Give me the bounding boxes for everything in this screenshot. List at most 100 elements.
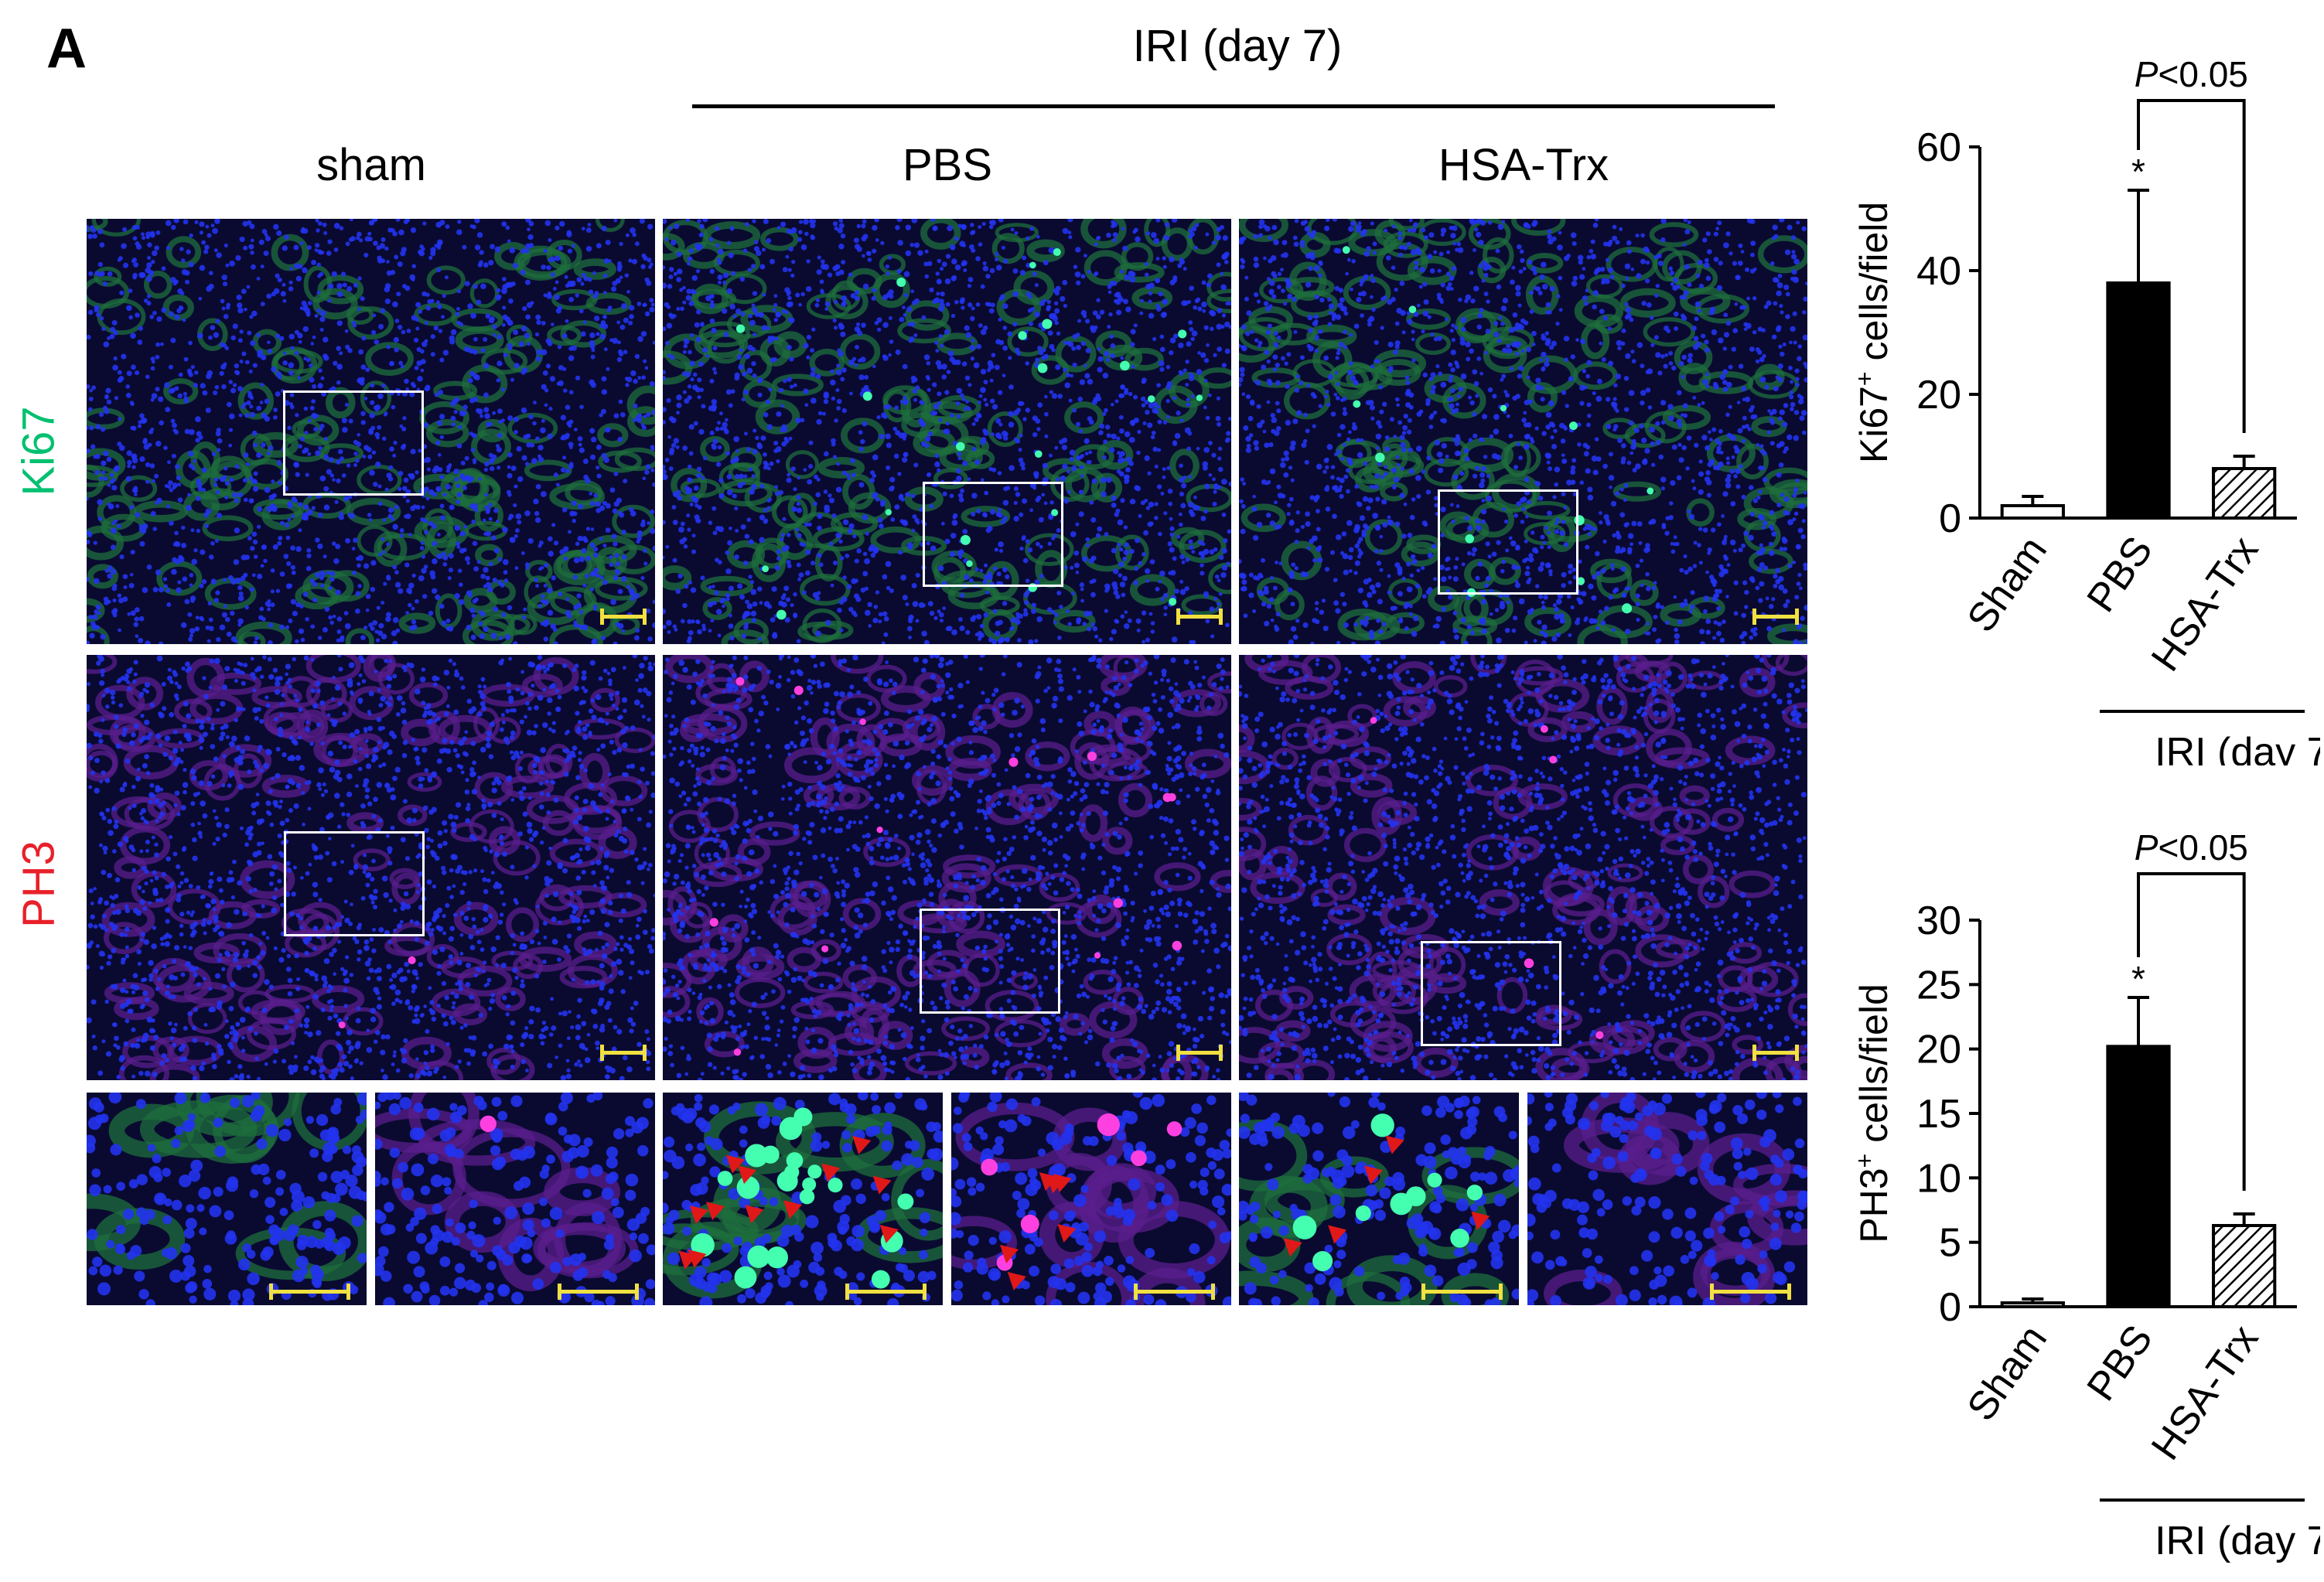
inset-box	[284, 831, 425, 936]
group-title: IRI (day 7)	[1132, 21, 1343, 71]
arrowhead-icon	[745, 1205, 764, 1224]
y-tick-label: 40	[1916, 249, 1961, 294]
inset-box	[1438, 489, 1578, 595]
inset-ph3-sham	[375, 1093, 655, 1305]
arrowhead-icon	[1039, 1172, 1058, 1192]
tissue-image	[87, 219, 655, 644]
arrowhead-icon	[852, 1135, 872, 1154]
arrowhead-icon	[1328, 1225, 1347, 1244]
micrograph-ph3-hsa-trx	[1239, 655, 1807, 1080]
arrowhead-icon	[706, 1202, 725, 1221]
tissue-image	[375, 1093, 655, 1305]
arrowhead-icon	[1471, 1211, 1490, 1230]
arrowhead-icon	[879, 1225, 899, 1244]
tissue-image	[951, 1093, 1231, 1305]
scale-bar	[1421, 1284, 1503, 1300]
y-tick-label: 30	[1916, 898, 1961, 943]
scale-bar	[600, 609, 647, 625]
group-title-line	[692, 104, 1775, 108]
x-tick-label: HSA-Trx	[2143, 529, 2268, 680]
significance-bracket	[2137, 99, 2246, 433]
micrograph-ki67-pbs	[663, 219, 1231, 644]
significance-bracket	[2137, 872, 2246, 1191]
bar-sham	[2000, 1301, 2065, 1308]
arrowhead-icon	[725, 1154, 745, 1174]
column-label-pbs: PBS	[902, 140, 993, 190]
tissue-image	[663, 1093, 943, 1305]
bar-pbs	[2106, 1045, 2171, 1308]
tissue-image	[663, 219, 1231, 644]
x-tick-label: Sham	[1959, 1318, 2056, 1430]
bar-hsa-trx	[2212, 1224, 2277, 1308]
y-tick-label: 0	[1939, 496, 1961, 541]
arrowhead-icon	[688, 1249, 707, 1268]
group-label: IRI (day 7)	[2155, 730, 2320, 765]
micrograph-ph3-pbs	[663, 655, 1231, 1080]
x-tick-label: PBS	[2079, 529, 2162, 621]
x-tick-label: HSA-Trx	[2143, 1318, 2268, 1468]
arrowhead-icon	[783, 1200, 802, 1219]
arrowhead-icon	[1057, 1223, 1077, 1243]
tissue-image	[87, 1093, 367, 1305]
inset-ki67-hsa-trx	[1239, 1093, 1519, 1305]
p-value-label: P<0.05	[2135, 54, 2248, 94]
inset-ki67-pbs	[663, 1093, 943, 1305]
micrograph-ph3-sham	[87, 655, 655, 1080]
scale-bar	[1752, 609, 1799, 625]
inset-box	[283, 390, 424, 496]
arrowhead-icon	[821, 1163, 841, 1182]
scale-bar	[845, 1284, 927, 1300]
scale-bar	[558, 1284, 639, 1300]
scale-bar	[1176, 1045, 1223, 1061]
micrograph-ki67-sham	[87, 219, 655, 644]
scale-bar	[1134, 1284, 1215, 1300]
arrowhead-icon	[1283, 1238, 1302, 1257]
arrowhead-icon	[689, 1205, 708, 1224]
bar-hsa-trx	[2212, 467, 2277, 520]
inset-box	[920, 909, 1060, 1014]
significance-asterisk: *	[2131, 152, 2145, 192]
scale-bar	[1176, 609, 1223, 625]
y-tick-label: 20	[1916, 1028, 1961, 1072]
bar-chart-ph3: 0 5 10 15 20 25 30 PH3+ cells/field Sham PBSHSA-T…	[1851, 835, 2320, 1563]
y-axis-label: PH3+ cells/field	[1851, 984, 1896, 1243]
y-tick-label: 10	[1916, 1156, 1961, 1201]
inset-ki67-sham	[87, 1093, 367, 1305]
bar-pbs	[2106, 281, 2171, 520]
y-tick-label: 60	[1916, 125, 1961, 170]
significance-asterisk: *	[2131, 959, 2145, 999]
group-label: IRI (day 7)	[2155, 1519, 2320, 1563]
arrowhead-icon	[1053, 1174, 1072, 1193]
y-axis-label: Ki67+ cells/field	[1851, 202, 1896, 463]
panel-letter: A	[46, 18, 87, 80]
y-tick-label: 0	[1939, 1285, 1961, 1330]
tissue-image	[1527, 1093, 1807, 1305]
micrograph-ki67-hsa-trx	[1239, 219, 1807, 644]
column-label-sham: sham	[316, 140, 426, 190]
tissue-image	[1239, 655, 1807, 1080]
arrowhead-icon	[1364, 1165, 1384, 1185]
y-tick-label: 15	[1916, 1092, 1961, 1137]
arrowhead-icon	[872, 1175, 892, 1195]
y-tick-label: 20	[1916, 373, 1961, 418]
column-label-hsa-trx: HSA-Trx	[1438, 140, 1609, 190]
x-tick-label: PBS	[2079, 1318, 2162, 1410]
tissue-image	[663, 655, 1231, 1080]
y-tick-label: 5	[1939, 1221, 1961, 1266]
bar-sham	[2000, 504, 2065, 520]
inset-ph3-hsa-trx	[1527, 1093, 1807, 1305]
row-label-ki67: Ki67	[13, 406, 64, 496]
arrowhead-icon	[1385, 1135, 1404, 1154]
row-label-ph3: PH3	[13, 840, 64, 928]
inset-ph3-pbs	[951, 1093, 1231, 1305]
arrowhead-icon	[1007, 1271, 1026, 1290]
x-tick-label: Sham	[1959, 529, 2056, 641]
tissue-image	[1239, 1093, 1519, 1305]
tissue-image	[87, 655, 655, 1080]
y-tick-label: 25	[1916, 963, 1961, 1008]
scale-bar	[1752, 1045, 1799, 1061]
scale-bar	[269, 1284, 350, 1300]
tissue-image	[1239, 219, 1807, 644]
scale-bar	[600, 1045, 647, 1061]
